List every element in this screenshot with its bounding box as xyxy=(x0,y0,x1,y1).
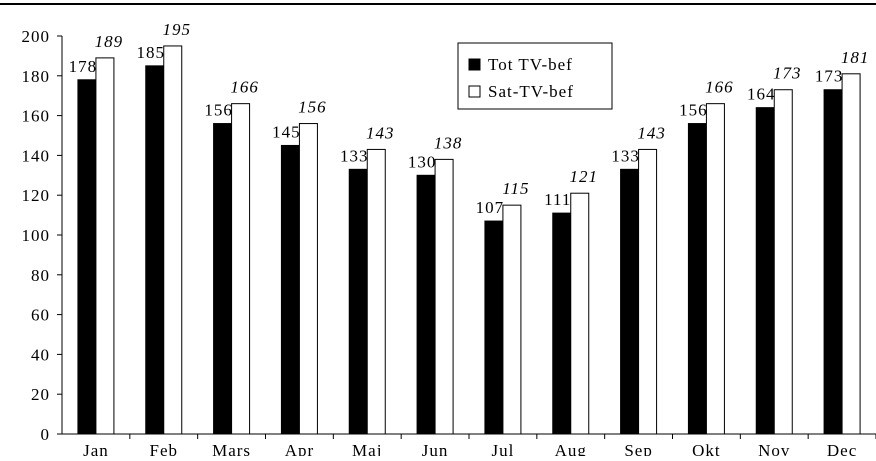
bar-series-2 xyxy=(502,204,522,435)
bar-series-2 xyxy=(95,57,115,435)
data-label-series-2: 166 xyxy=(230,78,259,97)
y-tick-label: 160 xyxy=(22,107,51,126)
data-label-series-2: 173 xyxy=(773,64,802,83)
bar-series-1 xyxy=(348,168,368,435)
legend-swatch-series-2 xyxy=(468,85,481,98)
legend-label-series-2: Sat-TV-bef xyxy=(488,82,574,101)
y-tick-label: 200 xyxy=(22,27,51,46)
bar-series-2 xyxy=(434,158,454,435)
y-tick-label: 0 xyxy=(41,425,51,444)
data-label-series-1: 173 xyxy=(815,67,844,86)
x-category-label: Mars xyxy=(212,441,251,456)
data-label-series-1: 156 xyxy=(679,101,708,120)
legend-swatch-series-1 xyxy=(468,58,481,71)
x-category-label: Apr xyxy=(285,441,314,456)
x-category-label: Jan xyxy=(83,441,109,456)
data-label-series-1: 156 xyxy=(204,101,233,120)
data-label-series-1: 133 xyxy=(340,146,369,165)
data-label-series-2: 143 xyxy=(366,123,395,142)
x-category-label: Nov xyxy=(758,441,790,456)
y-tick-label: 140 xyxy=(22,146,51,165)
x-category-label: Feb xyxy=(150,441,179,456)
bar-series-1 xyxy=(484,220,504,435)
data-label-series-1: 185 xyxy=(137,43,166,62)
x-axis: Jan Feb Mars Apr Maj Jun Jul Aug Sep Okt Nov Dec xyxy=(62,433,876,460)
x-category-label: Jun xyxy=(422,441,449,456)
bar-series-1 xyxy=(145,65,165,435)
bar-series-2 xyxy=(773,89,793,435)
data-label-series-2: 115 xyxy=(502,179,529,198)
data-labels: 1781891851951561661451561331431301381071… xyxy=(69,20,870,217)
bar-series-1 xyxy=(280,144,300,435)
bar-series-2 xyxy=(231,103,251,435)
bar-series-1 xyxy=(755,107,775,435)
bars xyxy=(77,45,861,435)
data-label-series-1: 111 xyxy=(544,190,571,209)
data-label-series-2: 166 xyxy=(705,78,734,97)
y-tick-label: 100 xyxy=(22,226,51,245)
legend-box xyxy=(457,42,613,110)
data-label-series-2: 143 xyxy=(637,123,666,142)
data-label-series-2: 138 xyxy=(434,133,463,152)
bar-series-1 xyxy=(77,79,97,435)
x-category-label: Dec xyxy=(827,441,857,456)
legend: Tot TV-bef Sat-TV-bef xyxy=(457,42,613,110)
data-label-series-1: 130 xyxy=(408,152,437,171)
x-category-label: Maj xyxy=(352,441,382,456)
bar-series-1 xyxy=(552,212,572,435)
data-label-series-2: 156 xyxy=(298,98,327,117)
data-label-series-2: 121 xyxy=(570,167,599,186)
x-category-label: Jul xyxy=(491,441,514,456)
y-tick-label: 80 xyxy=(31,266,50,285)
bar-series-2 xyxy=(163,45,183,435)
y-tick-label: 40 xyxy=(31,345,50,364)
bar-series-1 xyxy=(213,123,233,435)
bar-series-1 xyxy=(823,89,843,435)
x-category-label: Aug xyxy=(555,441,587,456)
bar-series-2 xyxy=(841,73,861,435)
data-label-series-2: 189 xyxy=(95,32,124,51)
data-label-series-1: 178 xyxy=(69,57,98,76)
y-tick-label: 20 xyxy=(31,385,50,404)
data-label-series-1: 107 xyxy=(476,198,505,217)
bar-series-2 xyxy=(705,103,725,435)
x-category-label: Okt xyxy=(692,441,721,456)
y-tick-label: 60 xyxy=(31,306,50,325)
y-tick-label: 120 xyxy=(22,186,51,205)
bar-series-2 xyxy=(638,148,658,435)
y-tick-label: 180 xyxy=(22,67,51,86)
bar-series-2 xyxy=(298,123,318,435)
data-label-series-1: 145 xyxy=(272,122,301,141)
data-label-series-1: 133 xyxy=(611,146,640,165)
data-label-series-2: 195 xyxy=(163,20,192,39)
y-axis: 0 20 40 60 80 100 120 140 160 180 200 xyxy=(22,27,63,444)
bar-series-1 xyxy=(620,168,640,435)
bar-series-2 xyxy=(366,148,386,435)
bar-series-1 xyxy=(687,123,707,435)
x-category-label: Sep xyxy=(624,441,653,456)
legend-label-series-1: Tot TV-bef xyxy=(488,55,573,74)
bar-series-1 xyxy=(416,174,436,435)
bar-series-2 xyxy=(570,192,590,435)
data-label-series-2: 181 xyxy=(841,48,870,67)
data-label-series-1: 164 xyxy=(747,85,776,104)
